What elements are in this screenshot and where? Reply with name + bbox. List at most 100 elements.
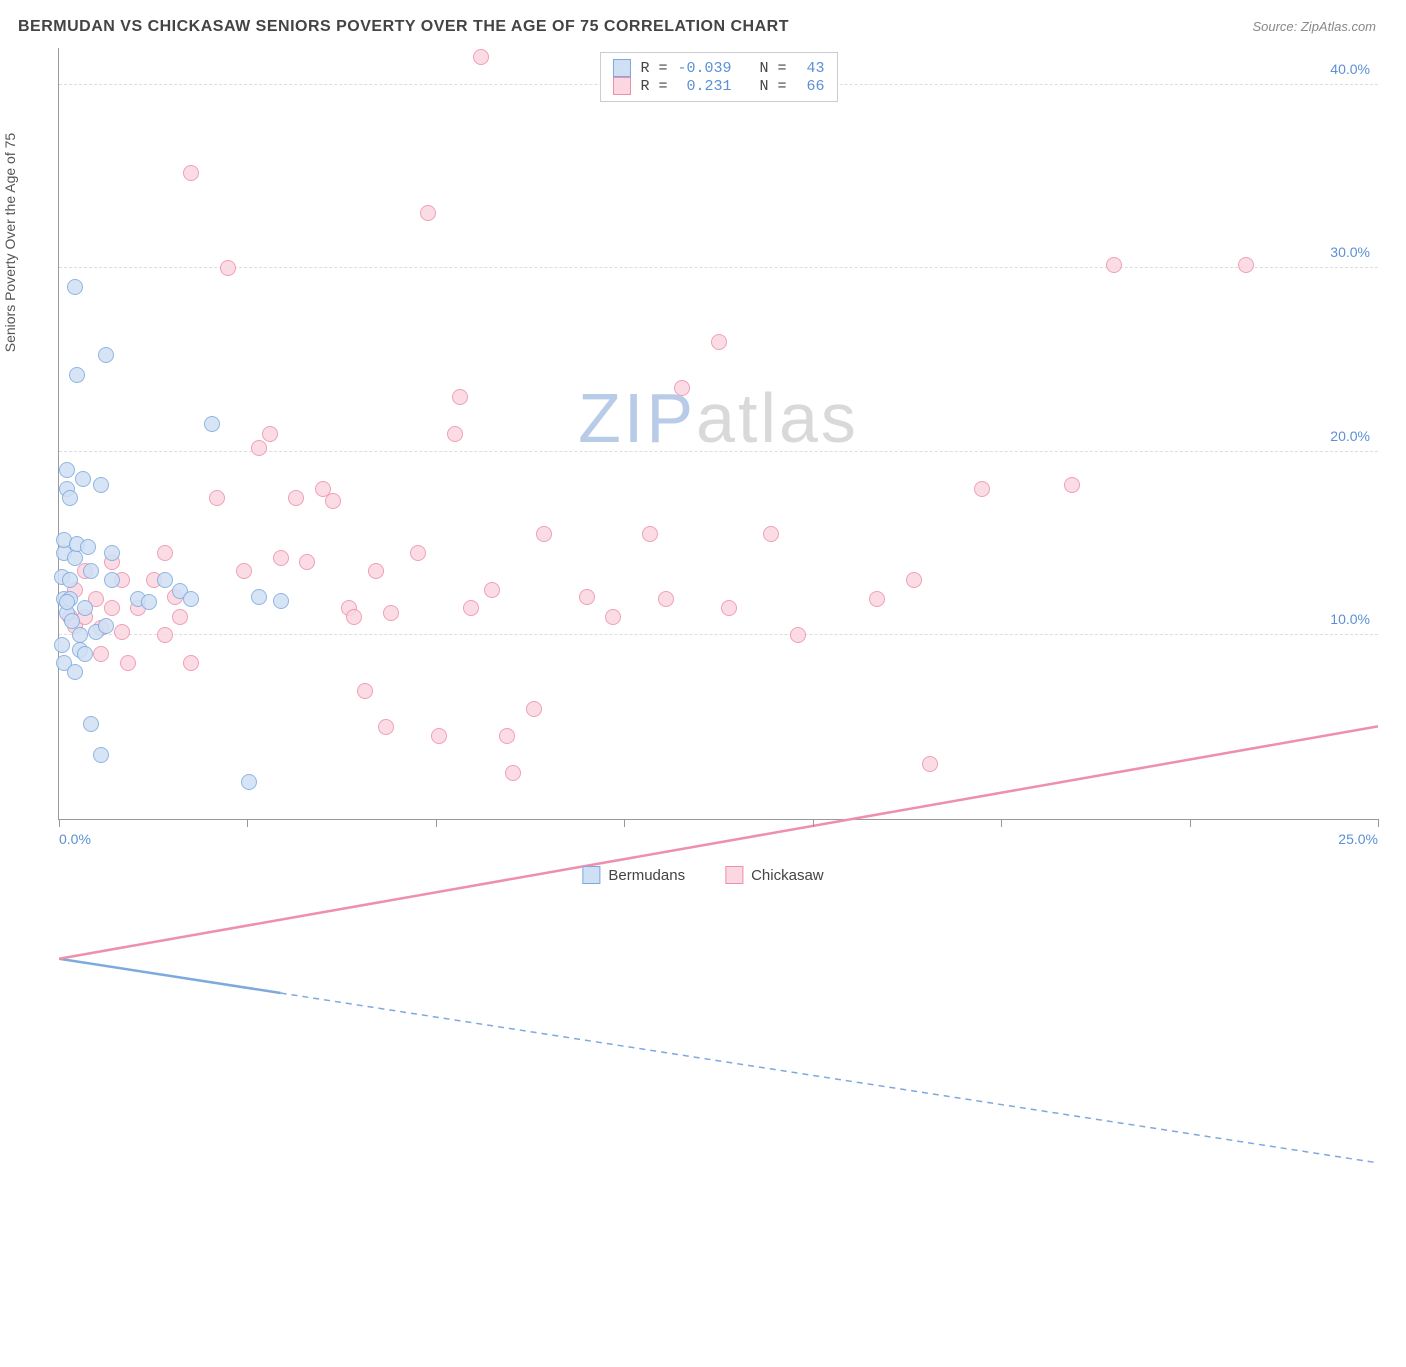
data-point xyxy=(1106,257,1122,273)
legend-swatch xyxy=(725,866,743,884)
y-tick-label: 40.0% xyxy=(1330,61,1370,77)
y-tick-label: 20.0% xyxy=(1330,428,1370,444)
data-point xyxy=(579,589,595,605)
n-value: 43 xyxy=(797,60,825,77)
data-point xyxy=(526,701,542,717)
trend-line-dashed xyxy=(281,993,1378,1163)
data-point xyxy=(378,719,394,735)
data-point xyxy=(83,716,99,732)
n-label: N = xyxy=(742,60,787,77)
data-point xyxy=(93,646,109,662)
legend-stat-row: R = -0.039 N = 43 xyxy=(612,59,824,77)
data-point xyxy=(141,594,157,610)
trend-line-solid xyxy=(59,726,1378,958)
legend-item: Chickasaw xyxy=(725,866,824,884)
data-point xyxy=(288,490,304,506)
data-point xyxy=(114,624,130,640)
data-point xyxy=(77,600,93,616)
x-tick xyxy=(624,819,625,827)
data-point xyxy=(62,490,78,506)
x-tick xyxy=(1190,819,1191,827)
data-point xyxy=(93,477,109,493)
plot-area: R =-0.039 N =43R =0.231 N =66 ZIPatlas 1… xyxy=(58,48,1378,820)
legend-stat-row: R =0.231 N =66 xyxy=(612,77,824,95)
x-tick xyxy=(436,819,437,827)
data-point xyxy=(325,493,341,509)
data-point xyxy=(974,481,990,497)
y-tick-label: 30.0% xyxy=(1330,244,1370,260)
x-tick xyxy=(59,819,60,827)
x-tick xyxy=(813,819,814,827)
data-point xyxy=(346,609,362,625)
data-point xyxy=(120,655,136,671)
legend-item: Bermudans xyxy=(582,866,685,884)
data-point xyxy=(790,627,806,643)
x-tick-label: 25.0% xyxy=(1338,831,1378,847)
data-point xyxy=(711,334,727,350)
x-tick xyxy=(1378,819,1379,827)
data-point xyxy=(536,526,552,542)
data-point xyxy=(183,655,199,671)
data-point xyxy=(1238,257,1254,273)
data-point xyxy=(410,545,426,561)
r-value: -0.039 xyxy=(677,60,731,77)
trend-line-solid xyxy=(59,959,281,993)
data-point xyxy=(357,683,373,699)
legend-swatch xyxy=(612,59,630,77)
legend-swatch xyxy=(582,866,600,884)
gridline xyxy=(59,267,1378,268)
data-point xyxy=(1064,477,1080,493)
data-point xyxy=(922,756,938,772)
data-point xyxy=(54,637,70,653)
gridline xyxy=(59,634,1378,635)
data-point xyxy=(104,572,120,588)
source-label: Source: ZipAtlas.com xyxy=(1252,19,1376,34)
n-value: 66 xyxy=(797,78,825,95)
data-point xyxy=(642,526,658,542)
data-point xyxy=(83,563,99,579)
data-point xyxy=(262,426,278,442)
data-point xyxy=(273,593,289,609)
data-point xyxy=(67,550,83,566)
data-point xyxy=(431,728,447,744)
data-point xyxy=(447,426,463,442)
data-point xyxy=(236,563,252,579)
data-point xyxy=(104,545,120,561)
legend-label: Chickasaw xyxy=(751,867,824,884)
data-point xyxy=(204,416,220,432)
data-point xyxy=(721,600,737,616)
x-tick xyxy=(247,819,248,827)
data-point xyxy=(251,589,267,605)
data-point xyxy=(67,664,83,680)
data-point xyxy=(75,471,91,487)
data-point xyxy=(62,572,78,588)
y-axis-label: Seniors Poverty Over the Age of 75 xyxy=(2,133,18,352)
correlation-legend: R = -0.039 N = 43R =0.231 N =66 xyxy=(599,52,837,102)
data-point xyxy=(658,591,674,607)
data-point xyxy=(80,539,96,555)
data-point xyxy=(172,609,188,625)
legend-label: Bermudans xyxy=(608,867,685,884)
data-point xyxy=(157,545,173,561)
data-point xyxy=(157,572,173,588)
series-legend: Bermudans Chickasaw xyxy=(582,866,823,884)
y-tick-label: 10.0% xyxy=(1330,611,1370,627)
legend-swatch xyxy=(612,77,630,95)
data-point xyxy=(98,347,114,363)
data-point xyxy=(104,600,120,616)
data-point xyxy=(420,205,436,221)
data-point xyxy=(463,600,479,616)
data-point xyxy=(869,591,885,607)
data-point xyxy=(763,526,779,542)
data-point xyxy=(505,765,521,781)
data-point xyxy=(473,49,489,65)
data-point xyxy=(209,490,225,506)
r-label: R = xyxy=(640,60,667,77)
x-tick-label: 0.0% xyxy=(59,831,91,847)
data-point xyxy=(499,728,515,744)
data-point xyxy=(77,646,93,662)
data-point xyxy=(383,605,399,621)
x-tick xyxy=(1001,819,1002,827)
data-point xyxy=(674,380,690,396)
r-value: 0.231 xyxy=(677,78,731,95)
